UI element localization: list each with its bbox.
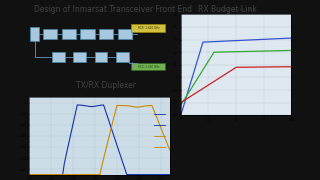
- Bar: [118, 29, 132, 39]
- Text: RCX: 1.626 GHz: RCX: 1.626 GHz: [138, 26, 159, 30]
- Bar: [80, 29, 94, 39]
- Text: TX/RX Duplexer: TX/RX Duplexer: [76, 81, 136, 90]
- Text: RX Budget Link: RX Budget Link: [198, 5, 257, 14]
- Bar: [30, 27, 39, 41]
- FancyBboxPatch shape: [132, 63, 165, 70]
- FancyBboxPatch shape: [132, 24, 165, 32]
- Bar: [73, 52, 86, 62]
- Text: HCX: 1.500 GHz: HCX: 1.500 GHz: [138, 65, 159, 69]
- Bar: [62, 29, 76, 39]
- Text: Design of Inmarsat Transceiver Front End: Design of Inmarsat Transceiver Front End: [34, 5, 192, 14]
- Bar: [94, 52, 108, 62]
- Bar: [99, 29, 113, 39]
- Bar: [52, 52, 65, 62]
- Bar: [116, 52, 129, 62]
- Text: System Comp Point OIP: System Comp Point OIP: [220, 8, 252, 12]
- Bar: [43, 29, 57, 39]
